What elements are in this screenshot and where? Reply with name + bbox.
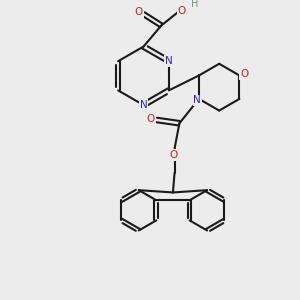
- Text: N: N: [194, 95, 201, 106]
- Text: O: O: [177, 6, 186, 16]
- Text: N: N: [165, 56, 173, 66]
- Text: O: O: [170, 150, 178, 160]
- Text: O: O: [147, 114, 155, 124]
- Text: O: O: [240, 69, 248, 79]
- Text: H: H: [191, 0, 198, 9]
- Text: N: N: [140, 100, 147, 110]
- Text: O: O: [134, 8, 143, 17]
